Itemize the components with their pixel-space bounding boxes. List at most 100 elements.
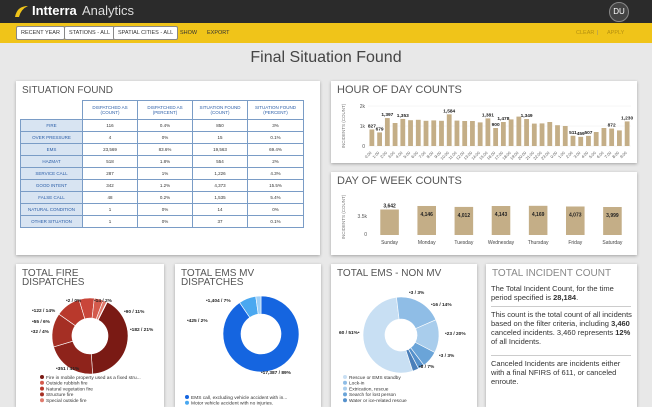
- data-label: 3,642: [383, 204, 396, 210]
- x-tick-label: Monday: [418, 240, 436, 246]
- bar: [377, 132, 383, 146]
- bar: [586, 135, 591, 146]
- apply-button[interactable]: APPLY: [607, 30, 625, 36]
- donut-slice: [405, 348, 419, 372]
- fire-title: TOTAL FIRE DISPATCHES: [22, 268, 85, 288]
- bar: [423, 120, 429, 146]
- ems-mv-panel: TOTAL EMS MV DISPATCHES •1,404 / 7% •425 …: [175, 264, 321, 407]
- x-tick-label: 4:00: [394, 150, 404, 160]
- legend-swatch: [343, 392, 347, 397]
- x-tick-label: Tuesday: [454, 240, 473, 246]
- slice-label: •90 / 11%: [124, 309, 145, 315]
- x-tick-label: 10:00: [439, 150, 450, 161]
- fire-donut-chart: •14 / 2% •90 / 11% •182 / 21% •351 / 41% •32…: [31, 297, 154, 404]
- x-tick-label: 8:00: [611, 150, 621, 160]
- divider: [491, 306, 631, 307]
- show-button[interactable]: SHOW: [180, 30, 198, 36]
- table-row: GOOD INTENT 342 1.2% 4,373 15.5%: [20, 179, 304, 192]
- bar: [624, 121, 630, 146]
- incident-count-text: The Total Incident Count, for the time p…: [491, 284, 614, 302]
- slice-label: •32 / 4%: [31, 329, 50, 335]
- clear-button[interactable]: CLEAR: [576, 30, 595, 36]
- slice-label: •122 / 14%: [32, 308, 56, 314]
- col-header: SITUATION FOUND (COUNT): [192, 100, 248, 120]
- bar: [516, 116, 522, 146]
- x-tick-label: 4:00: [580, 150, 590, 160]
- recent-year-filter[interactable]: RECENT YEAR: [16, 26, 65, 40]
- legend-label: Outside rubbish fire: [46, 381, 88, 387]
- bar: [562, 126, 568, 146]
- legend-swatch: [40, 398, 44, 403]
- x-tick-label: 6:00: [596, 150, 606, 160]
- legend-swatch: [185, 395, 189, 399]
- x-tick-label: 19:00: [509, 150, 520, 161]
- legend-label: Structure fire: [46, 392, 74, 398]
- export-button[interactable]: EXPORT: [207, 30, 230, 36]
- bar: [539, 123, 545, 146]
- data-label: 1,353: [397, 113, 409, 119]
- col-header: SITUATION FOUND (PERCENT): [247, 100, 304, 120]
- data-label: 1,349: [521, 113, 533, 119]
- divider: [491, 355, 631, 356]
- slice-label: •17,387 / 89%: [261, 370, 292, 376]
- incident-count-title: TOTAL INCIDENT COUNT: [492, 268, 612, 279]
- x-tick-label: 0:00: [549, 150, 559, 160]
- bar: [547, 122, 553, 146]
- y-tick-label: 0: [364, 232, 367, 238]
- legend-swatch: [343, 386, 347, 391]
- situation-found-table: DISPATCHED AS (COUNT) DISPATCHED AS (PER…: [20, 100, 304, 228]
- x-tick-label: 11:00: [447, 150, 458, 161]
- legend-swatch: [343, 375, 347, 379]
- ems-non-mv-panel: TOTAL EMS - NON MV •3 / 3% •16 / 14% •23 /…: [331, 264, 477, 407]
- legend-swatch: [343, 380, 347, 385]
- total-incident-value: 28,184: [553, 293, 577, 302]
- ems-non-mv-title: TOTAL EMS - NON MV: [337, 268, 442, 279]
- x-tick-label: Wednesday: [488, 240, 515, 246]
- bar: [531, 123, 537, 146]
- legend-label: EMS call, excluding vehicle accident wit…: [191, 395, 287, 401]
- slice-label: •16 / 14%: [431, 302, 452, 308]
- intterra-logo-icon: [15, 6, 28, 17]
- x-tick-label: 9:00: [433, 150, 443, 160]
- legend-label: Rescue or EMS standby: [349, 375, 401, 381]
- legend-label: Water or ice-related rescue: [349, 398, 407, 404]
- bar: [415, 119, 421, 146]
- bar: [528, 205, 548, 235]
- x-tick-label: 7:00: [418, 150, 428, 160]
- table-row: SERVICE CALL 287 1% 1,226 4.3%: [20, 167, 304, 180]
- legend-swatch: [40, 375, 44, 379]
- legend-swatch: [185, 400, 189, 405]
- x-tick-label: 9:00: [619, 150, 629, 160]
- legend-label: Motor vehicle accident with no injuries.: [191, 401, 273, 407]
- x-tick-label: 3:00: [387, 150, 397, 160]
- col-header: DISPATCHED AS (COUNT): [82, 100, 138, 120]
- table-row: OTHER SITUATION 1 0% 37 0.1%: [20, 215, 304, 228]
- data-label: 4,073: [569, 212, 582, 218]
- data-label: 1,478: [497, 116, 509, 122]
- spatial-cities-filter[interactable]: SPATIAL CITIES - ALL: [113, 26, 179, 40]
- data-label: 900: [492, 122, 500, 128]
- x-tick-label: 12:00: [455, 150, 466, 161]
- bar: [384, 118, 390, 146]
- bar: [493, 128, 499, 146]
- bar: [601, 128, 607, 146]
- bar: [485, 118, 491, 146]
- bar: [570, 135, 576, 146]
- canceled-note-text: Canceled Incidents are incidents either …: [491, 359, 621, 386]
- data-label: 3,999: [606, 213, 619, 219]
- x-tick-label: 0:00: [364, 150, 374, 160]
- slice-label: •3 / 3%: [439, 353, 455, 359]
- slice-label: •55 / 6%: [32, 319, 51, 325]
- stations-filter[interactable]: STATIONS - ALL: [64, 26, 116, 40]
- slice-label: 60 / 51%•: [339, 330, 360, 336]
- donut-slice: [90, 301, 129, 375]
- x-tick-label: 7:00: [603, 150, 613, 160]
- table-row: OVER PRESSURE 4 0% 15 0.1%: [20, 131, 304, 144]
- data-label: 679: [376, 126, 384, 132]
- bar: [400, 118, 406, 146]
- bar: [593, 132, 599, 146]
- bar: [446, 114, 452, 146]
- data-label: 1,230: [621, 115, 633, 121]
- user-avatar[interactable]: DU: [609, 2, 629, 22]
- data-label: 4,143: [495, 212, 508, 218]
